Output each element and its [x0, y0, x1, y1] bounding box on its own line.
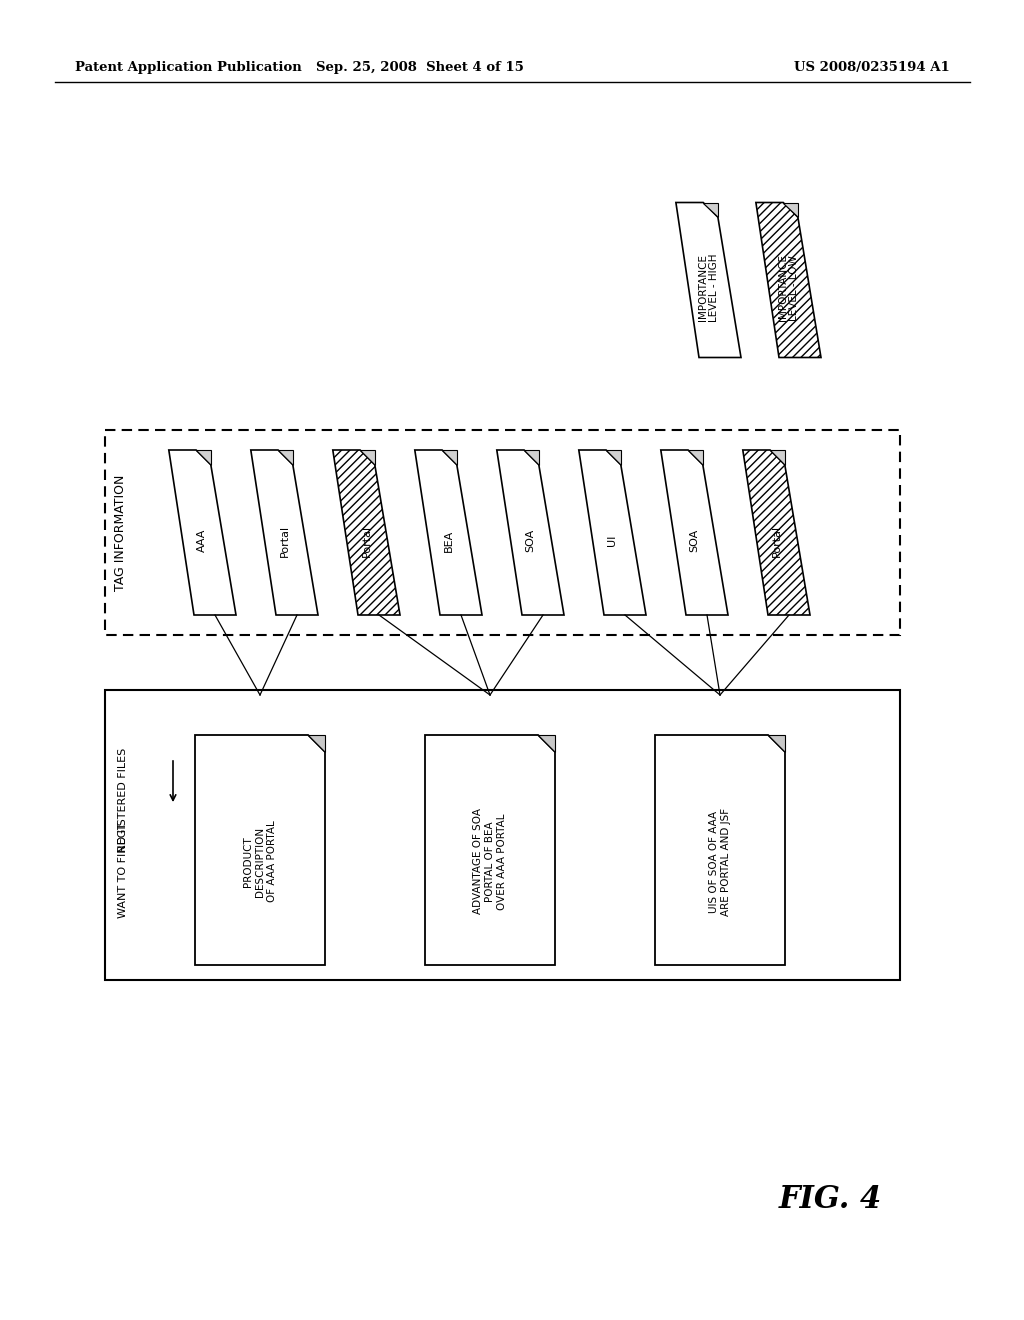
Text: IMPORTANCE
LEVEL - LOW: IMPORTANCE LEVEL - LOW	[777, 255, 800, 321]
Polygon shape	[768, 735, 785, 752]
Text: ADVANTAGE OF SOA
PORTAL OF BEA
OVER AAA PORTAL: ADVANTAGE OF SOA PORTAL OF BEA OVER AAA …	[473, 808, 507, 915]
Text: PRODUCT
DESCRIPTION
OF AAA PORTAL: PRODUCT DESCRIPTION OF AAA PORTAL	[244, 821, 276, 903]
Polygon shape	[169, 450, 236, 615]
Polygon shape	[703, 202, 718, 218]
Text: AAA: AAA	[198, 529, 208, 553]
Text: REGISTERED FILES: REGISTERED FILES	[118, 748, 128, 853]
Polygon shape	[660, 450, 728, 615]
Polygon shape	[770, 450, 784, 465]
Text: BEA: BEA	[443, 529, 454, 552]
Text: UI: UI	[607, 535, 617, 546]
Polygon shape	[197, 450, 211, 465]
Polygon shape	[360, 450, 375, 465]
Text: WANT TO FIND IT: WANT TO FIND IT	[118, 822, 128, 917]
Polygon shape	[524, 450, 539, 465]
Polygon shape	[497, 450, 564, 615]
Text: Portal: Portal	[361, 524, 372, 557]
Text: Portal: Portal	[771, 524, 781, 557]
Text: Portal: Portal	[280, 524, 290, 557]
Polygon shape	[783, 202, 798, 218]
Polygon shape	[655, 735, 785, 965]
Polygon shape	[688, 450, 702, 465]
Polygon shape	[333, 450, 400, 615]
Text: SOA: SOA	[689, 529, 699, 552]
Text: Sep. 25, 2008  Sheet 4 of 15: Sep. 25, 2008 Sheet 4 of 15	[316, 62, 524, 74]
Polygon shape	[308, 735, 325, 752]
Polygon shape	[538, 735, 555, 752]
Text: TAG INFORMATION: TAG INFORMATION	[115, 474, 128, 590]
Polygon shape	[579, 450, 646, 615]
Text: FIG. 4: FIG. 4	[778, 1184, 882, 1216]
Polygon shape	[442, 450, 457, 465]
FancyBboxPatch shape	[105, 690, 900, 979]
Polygon shape	[279, 450, 293, 465]
Polygon shape	[425, 735, 555, 965]
Polygon shape	[415, 450, 482, 615]
Text: IMPORTANCE
LEVEL - HIGH: IMPORTANCE LEVEL - HIGH	[697, 253, 719, 322]
FancyBboxPatch shape	[105, 430, 900, 635]
Polygon shape	[676, 202, 741, 358]
Polygon shape	[251, 450, 318, 615]
Text: US 2008/0235194 A1: US 2008/0235194 A1	[795, 62, 950, 74]
Text: UIS OF SOA OF AAA
ARE PORTAL AND JSF: UIS OF SOA OF AAA ARE PORTAL AND JSF	[710, 808, 731, 916]
Polygon shape	[742, 450, 810, 615]
Polygon shape	[756, 202, 821, 358]
Text: SOA: SOA	[525, 529, 536, 552]
Text: Patent Application Publication: Patent Application Publication	[75, 62, 302, 74]
Polygon shape	[195, 735, 325, 965]
Polygon shape	[606, 450, 621, 465]
